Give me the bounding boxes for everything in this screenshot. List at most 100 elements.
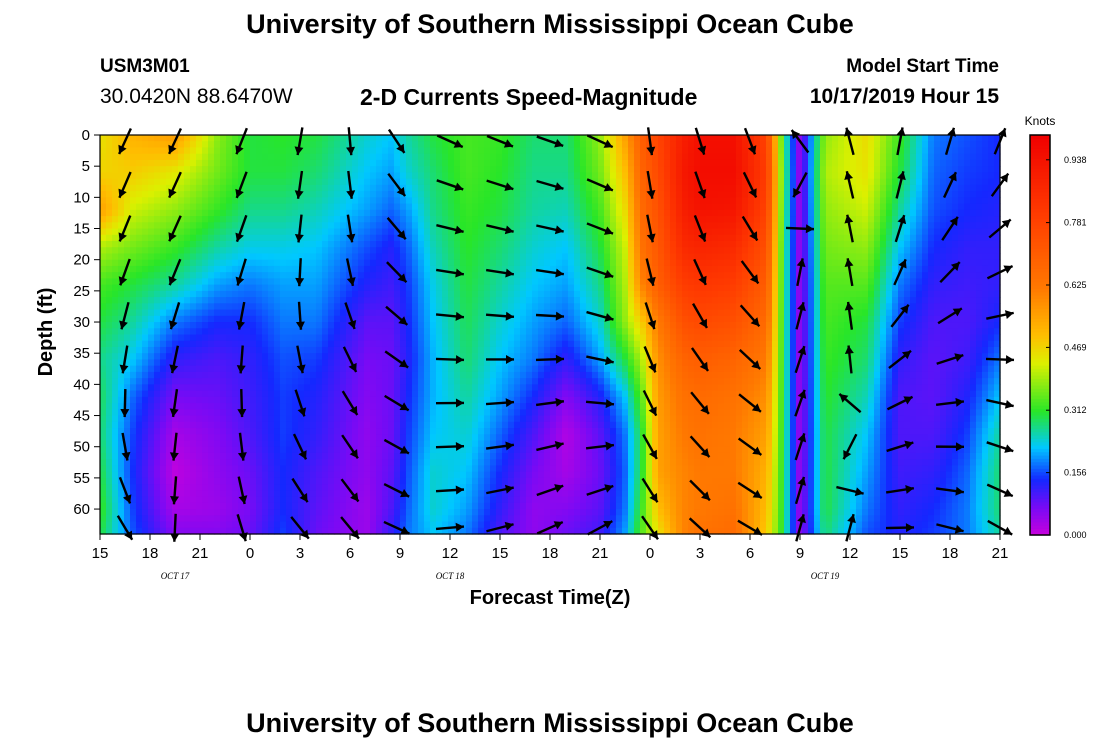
heat-cell [436, 247, 443, 255]
heat-cell [532, 184, 539, 192]
heat-cell [214, 384, 221, 392]
heat-cell [502, 490, 509, 498]
heat-cell [208, 509, 215, 516]
heat-cell [268, 509, 275, 516]
heat-cell [472, 135, 479, 142]
heat-cell [244, 209, 251, 217]
heat-cell [154, 496, 161, 504]
heat-cell [274, 409, 281, 417]
heat-cell [130, 240, 137, 248]
heat-cell [256, 228, 263, 236]
heat-cell [370, 502, 377, 510]
heat-cell [490, 309, 497, 317]
heat-cell [244, 490, 251, 498]
heat-cell [166, 334, 173, 342]
heat-cell [106, 484, 113, 491]
heat-cell [154, 247, 161, 255]
heat-cell [340, 216, 347, 223]
heat-cell [130, 365, 137, 373]
heat-cell [418, 322, 425, 329]
heat-cell [532, 527, 539, 535]
heat-cell [196, 322, 203, 329]
heat-cell [388, 203, 395, 211]
heat-cell [490, 502, 497, 510]
heat-cell [232, 216, 239, 223]
heat-cell [286, 477, 293, 485]
heat-cell [472, 465, 479, 473]
heat-cell [520, 446, 527, 454]
heat-cell [472, 434, 479, 442]
heat-cell [268, 421, 275, 429]
heat-cell [184, 340, 191, 348]
heat-cell [376, 172, 383, 180]
heat-cell [178, 490, 185, 498]
heat-cell [166, 434, 173, 442]
heat-cell [466, 428, 473, 435]
heat-cell [280, 502, 287, 510]
heat-cell [292, 359, 299, 367]
heat-cell [460, 415, 467, 423]
heat-cell [526, 446, 533, 454]
heat-cell [538, 228, 545, 236]
heat-cell [154, 365, 161, 373]
heat-cell [340, 222, 347, 230]
heat-cell [208, 378, 215, 385]
heat-cell [562, 346, 569, 354]
heat-cell [556, 297, 563, 304]
heat-cell [370, 322, 377, 329]
heat-cell [172, 153, 179, 161]
heat-cell [352, 141, 359, 149]
heat-cell [448, 340, 455, 348]
heat-cell [406, 378, 413, 385]
heat-cell [364, 297, 371, 304]
heat-cell [136, 303, 143, 311]
heat-cell [436, 147, 443, 155]
heat-cell [178, 340, 185, 348]
heat-cell [460, 147, 467, 155]
heat-cell [154, 446, 161, 454]
heat-cell [136, 247, 143, 255]
heat-cell [196, 334, 203, 342]
heat-cell [166, 328, 173, 336]
heat-cell [280, 166, 287, 173]
heat-cell [508, 340, 515, 348]
heat-cell [346, 240, 353, 248]
heat-cell [496, 216, 503, 223]
heat-cell [124, 459, 131, 467]
heat-cell [292, 172, 299, 180]
heat-cell [460, 484, 467, 491]
heat-cell [160, 509, 167, 516]
heat-cell [190, 409, 197, 417]
heat-cell [502, 278, 509, 286]
heat-cell [544, 434, 551, 442]
heat-cell [130, 322, 137, 329]
heat-cell [412, 334, 419, 342]
heat-cell [406, 216, 413, 223]
heat-cell [334, 353, 341, 361]
heat-cell [376, 141, 383, 149]
heat-cell [214, 222, 221, 230]
heat-cell [406, 471, 413, 479]
heat-cell [376, 222, 383, 230]
heat-cell [472, 484, 479, 491]
heat-cell [178, 222, 185, 230]
heat-cell [364, 178, 371, 186]
heat-cell [244, 191, 251, 198]
heat-cell [484, 384, 491, 392]
heat-cell [256, 440, 263, 448]
heat-cell [292, 290, 299, 298]
heat-cell [190, 521, 197, 529]
heat-cell [184, 471, 191, 479]
heat-cell [244, 297, 251, 304]
heat-cell [166, 527, 173, 535]
heat-cell [100, 378, 107, 385]
heat-cell [178, 515, 185, 523]
heat-cell [220, 234, 227, 242]
heat-cell [190, 209, 197, 217]
heat-cell [382, 484, 389, 491]
heat-cell [160, 159, 167, 167]
heat-cell [382, 197, 389, 205]
heat-cell [532, 477, 539, 485]
heat-cell [400, 353, 407, 361]
heat-cell [412, 172, 419, 180]
